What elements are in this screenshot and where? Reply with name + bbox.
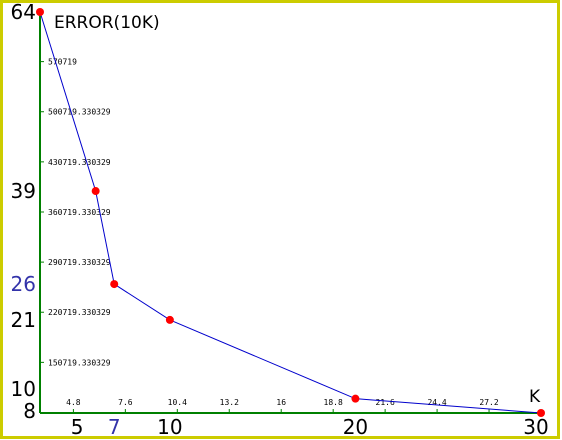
y-major-label-1: 39 <box>11 179 36 203</box>
x-minor-tick-label-4: 16 <box>276 398 286 407</box>
x-minor-tick-label-0: 4.8 <box>66 398 81 407</box>
y-minor-tick-label-4: 290719.330329 <box>48 258 111 267</box>
x-major-label-4: 30 <box>523 415 548 439</box>
data-point-1 <box>91 187 100 196</box>
y-axis-title: ERROR(10K) <box>54 13 160 33</box>
data-point-4 <box>351 394 360 403</box>
data-point-2 <box>110 280 119 289</box>
y-major-label-2: 26 <box>11 272 36 296</box>
x-minor-tick-label-2: 10.4 <box>168 398 187 407</box>
x-axis-title: K <box>529 387 541 407</box>
y-minor-tick-label-2: 430719.330329 <box>48 158 111 167</box>
series-line-0 <box>39 11 542 414</box>
x-major-label-2: 10 <box>157 415 182 439</box>
x-major-label-3: 20 <box>343 415 368 439</box>
y-major-label-4: 10 <box>11 377 36 401</box>
y-minor-tick-label-0: 570719 <box>48 58 77 67</box>
y-major-label-5: 8 <box>23 399 36 423</box>
y-minor-tick-label-6: 150719.330329 <box>48 358 111 367</box>
x-major-label-1: 7 <box>108 415 121 439</box>
y-minor-tick-label-5: 220719.330329 <box>48 308 111 317</box>
x-minor-tick-label-5: 18.8 <box>324 398 343 407</box>
x-minor-tick-label-8: 27.2 <box>479 398 498 407</box>
x-minor-tick-label-7: 24.4 <box>427 398 446 407</box>
y-minor-tick-label-1: 500719.330329 <box>48 108 111 117</box>
data-point-5 <box>537 409 545 417</box>
y-major-label-0: 64 <box>11 0 36 24</box>
x-minor-tick-label-6: 21.6 <box>376 398 395 407</box>
y-minor-tick-label-3: 360719.330329 <box>48 208 111 217</box>
x-minor-tick-label-3: 13.2 <box>220 398 239 407</box>
chart-marks: 570719 500719.330329 430719.330329 360719.3… <box>11 0 549 439</box>
y-major-label-3: 21 <box>11 308 36 332</box>
data-point-0 <box>36 8 44 16</box>
data-point-3 <box>165 315 174 324</box>
x-minor-tick-label-1: 7.6 <box>118 398 133 407</box>
x-major-label-0: 5 <box>71 415 84 439</box>
